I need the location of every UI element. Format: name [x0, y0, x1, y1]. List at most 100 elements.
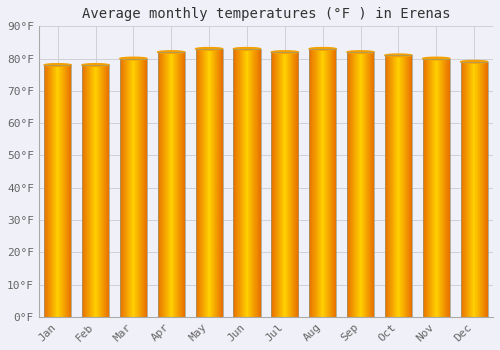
- Bar: [460, 62, 488, 317]
- Bar: [355, 52, 356, 317]
- Bar: [120, 58, 121, 317]
- Bar: [359, 52, 360, 317]
- Bar: [310, 49, 311, 317]
- Bar: [144, 58, 145, 317]
- Bar: [134, 58, 135, 317]
- Bar: [422, 58, 450, 317]
- Bar: [253, 49, 254, 317]
- Bar: [330, 49, 331, 317]
- Bar: [90, 65, 91, 317]
- Bar: [408, 55, 410, 317]
- Bar: [247, 49, 248, 317]
- Bar: [350, 52, 351, 317]
- Bar: [159, 52, 160, 317]
- Bar: [255, 49, 256, 317]
- Bar: [162, 52, 163, 317]
- Bar: [393, 55, 394, 317]
- Bar: [309, 49, 310, 317]
- Bar: [126, 58, 128, 317]
- Bar: [354, 52, 355, 317]
- Bar: [439, 58, 440, 317]
- Bar: [44, 65, 45, 317]
- Bar: [433, 58, 434, 317]
- Bar: [274, 52, 276, 317]
- Bar: [398, 55, 399, 317]
- Bar: [207, 49, 208, 317]
- Bar: [351, 52, 352, 317]
- Bar: [52, 65, 53, 317]
- Bar: [245, 49, 246, 317]
- Bar: [282, 52, 283, 317]
- Bar: [353, 52, 354, 317]
- Bar: [197, 49, 198, 317]
- Bar: [146, 58, 147, 317]
- Bar: [428, 58, 429, 317]
- Bar: [48, 65, 49, 317]
- Bar: [241, 49, 242, 317]
- Bar: [249, 49, 250, 317]
- Bar: [121, 58, 122, 317]
- Bar: [401, 55, 402, 317]
- Bar: [373, 52, 374, 317]
- Bar: [238, 49, 239, 317]
- Bar: [348, 52, 349, 317]
- Bar: [388, 55, 389, 317]
- Bar: [208, 49, 209, 317]
- Bar: [108, 65, 110, 317]
- Bar: [246, 49, 247, 317]
- Bar: [446, 58, 447, 317]
- Bar: [92, 65, 93, 317]
- Bar: [271, 52, 298, 317]
- Bar: [309, 49, 336, 317]
- Bar: [352, 52, 353, 317]
- Bar: [98, 65, 99, 317]
- Bar: [56, 65, 57, 317]
- Bar: [54, 65, 55, 317]
- Bar: [95, 65, 96, 317]
- Bar: [477, 62, 478, 317]
- Bar: [140, 58, 141, 317]
- Bar: [243, 49, 244, 317]
- Bar: [184, 52, 185, 317]
- Bar: [470, 62, 472, 317]
- Bar: [222, 49, 223, 317]
- Bar: [296, 52, 297, 317]
- Bar: [291, 52, 292, 317]
- Bar: [216, 49, 218, 317]
- Bar: [397, 55, 398, 317]
- Bar: [205, 49, 206, 317]
- Bar: [292, 52, 293, 317]
- Bar: [444, 58, 445, 317]
- Bar: [286, 52, 287, 317]
- Bar: [278, 52, 280, 317]
- Bar: [122, 58, 124, 317]
- Bar: [50, 65, 51, 317]
- Bar: [256, 49, 258, 317]
- Bar: [100, 65, 101, 317]
- Bar: [430, 58, 431, 317]
- Bar: [364, 52, 366, 317]
- Bar: [295, 52, 296, 317]
- Bar: [436, 58, 437, 317]
- Bar: [106, 65, 107, 317]
- Bar: [313, 49, 314, 317]
- Ellipse shape: [196, 48, 223, 50]
- Bar: [410, 55, 412, 317]
- Bar: [329, 49, 330, 317]
- Bar: [475, 62, 476, 317]
- Bar: [290, 52, 291, 317]
- Bar: [468, 62, 469, 317]
- Bar: [97, 65, 98, 317]
- Bar: [236, 49, 237, 317]
- Bar: [244, 49, 245, 317]
- Bar: [440, 58, 441, 317]
- Bar: [202, 49, 203, 317]
- Bar: [211, 49, 212, 317]
- Bar: [234, 49, 235, 317]
- Bar: [209, 49, 210, 317]
- Bar: [332, 49, 333, 317]
- Bar: [482, 62, 483, 317]
- Bar: [91, 65, 92, 317]
- Bar: [212, 49, 214, 317]
- Bar: [183, 52, 184, 317]
